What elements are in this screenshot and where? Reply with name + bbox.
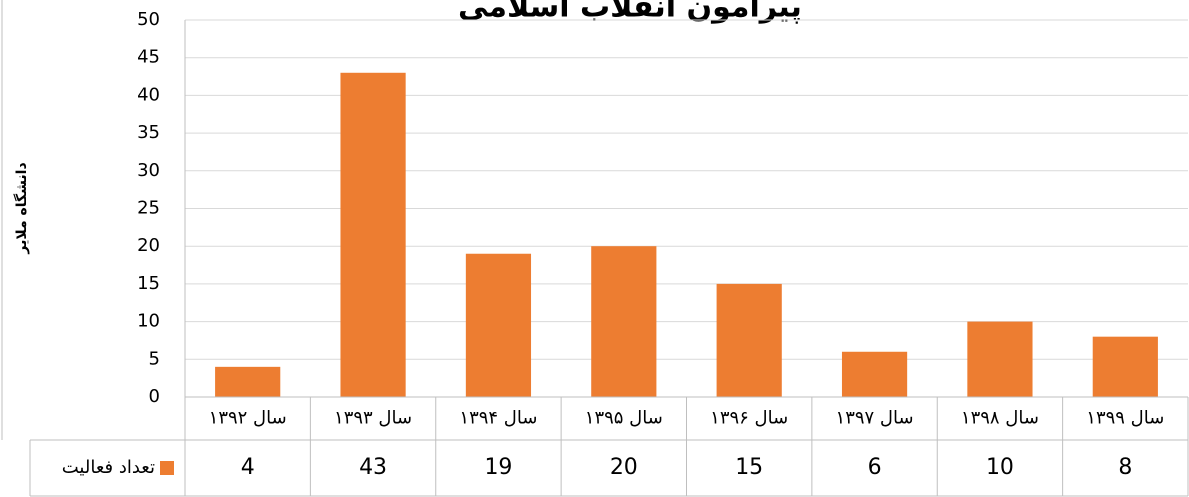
table-value: 15 (735, 455, 763, 480)
y-axis-label: دانشگاه ملایر (13, 162, 30, 254)
y-tick-label: 15 (137, 273, 160, 294)
table-value: 6 (868, 455, 882, 480)
bar (841, 351, 908, 397)
y-tick-label: 25 (137, 198, 160, 219)
y-tick-label: 20 (137, 235, 160, 256)
x-tick-label: سال ۱۳۹۶ (710, 408, 788, 429)
bar (215, 366, 281, 397)
x-tick-label: سال ۱۳۹۸ (961, 408, 1039, 429)
x-tick-label: سال ۱۳۹۳ (334, 408, 412, 429)
table-value: 19 (484, 455, 512, 480)
y-tick-label: 50 (137, 9, 160, 30)
legend-label: تعداد فعالیت (62, 457, 155, 478)
y-tick-label: 10 (137, 311, 160, 332)
x-tick-label: سال ۱۳۹۵ (585, 408, 663, 429)
y-tick-label: 40 (137, 84, 160, 105)
bar (340, 72, 406, 397)
y-tick-label: 30 (137, 160, 160, 181)
x-tick-label: سال ۱۳۹۲ (209, 408, 287, 429)
table-value: 8 (1118, 455, 1132, 480)
x-tick-label: سال ۱۳۹۷ (836, 408, 914, 429)
legend-swatch (160, 461, 174, 475)
table-value: 4 (241, 455, 255, 480)
x-tick-label: سال ۱۳۹۹ (1086, 408, 1164, 429)
chart-title: پیرامون انقلاب اسلامی (458, 0, 802, 25)
y-tick-label: 5 (149, 348, 160, 369)
table-value: 20 (610, 455, 638, 480)
y-tick-label: 45 (137, 47, 160, 68)
bar (465, 253, 532, 397)
y-tick-label: 35 (137, 122, 160, 143)
bar (716, 283, 782, 397)
bar (967, 321, 1033, 397)
bar (591, 246, 657, 397)
y-tick-label: 0 (149, 386, 160, 407)
table-value: 43 (359, 455, 387, 480)
table-value: 10 (986, 455, 1014, 480)
x-tick-label: سال ۱۳۹۴ (459, 408, 537, 429)
bar (1092, 336, 1158, 397)
